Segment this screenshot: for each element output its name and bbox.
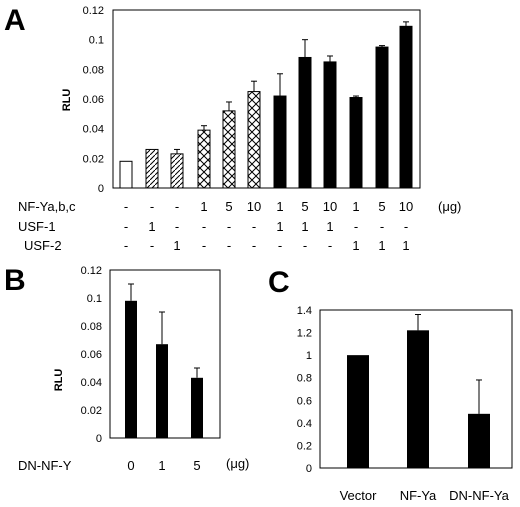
panel-b-bar (191, 377, 203, 438)
panel-a-table-cell: - (150, 238, 154, 253)
panel-a-table-cell: 1 (326, 219, 333, 234)
panel-a-table-cell: - (150, 199, 154, 214)
panel-b-xlabel: DN-NF-Y (18, 458, 72, 473)
panel-a-table-cell: - (227, 219, 231, 234)
panel-a-bar (119, 160, 133, 189)
panel-a-bar (145, 148, 159, 189)
panel-b-bar (125, 300, 137, 438)
panel-c-bar (407, 330, 429, 468)
panel-c-ytick-label: 1.4 (297, 305, 312, 317)
panel-a-table-cell: - (303, 238, 307, 253)
panel-c-category-label: Vector (340, 488, 378, 503)
panel-a-row-label: NF-Ya,b,c (18, 199, 76, 214)
panel-letter-c: C (268, 266, 290, 299)
panel-a-table-cell: 5 (301, 199, 308, 214)
panel-a-ytick-label: 0.06 (83, 94, 104, 106)
panel-a-table-cell: - (252, 219, 256, 234)
panel-a-table-cell: - (227, 238, 231, 253)
panel-a-ytick-label: 0.12 (83, 5, 104, 17)
panel-a-table-cell: 1 (301, 219, 308, 234)
panel-b-ytick-label: 0 (96, 433, 102, 445)
panel-a-table-cell: 10 (323, 199, 337, 214)
panel-a-bar (197, 129, 211, 189)
panel-a-bar (298, 56, 312, 189)
panel-a-table-cell: - (202, 238, 206, 253)
panel-c-category-label: NF-Ya (400, 488, 437, 503)
panel-a-table-cell: 1 (352, 238, 359, 253)
panel-a-table-cell: - (124, 219, 128, 234)
panel-a-ytick-label: 0.1 (89, 35, 104, 47)
panel-b-ytick-label: 0.12 (81, 265, 102, 277)
panel-b-category-label: 1 (158, 458, 165, 473)
panel-a-ytick-label: 0.02 (83, 153, 104, 165)
panel-a-ylabel: RLU (61, 89, 73, 112)
panel-c-bar (347, 355, 369, 468)
panel-a-table-cell: - (252, 238, 256, 253)
panel-a-table-cell: 1 (148, 219, 155, 234)
panel-a-table-cell: 5 (378, 199, 385, 214)
panel-a-frame (112, 9, 421, 189)
panel-a-table-cell: - (354, 219, 358, 234)
panel-c-ytick-label: 0.6 (297, 395, 312, 407)
panel-a-unit: (μg) (438, 199, 461, 214)
panel-a-table-cell: 1 (200, 199, 207, 214)
panel-a-ytick-label: 0.08 (83, 64, 104, 76)
panel-a-table-cell: 1 (276, 219, 283, 234)
panel-a-bar (273, 95, 287, 189)
panel-a-table-cell: - (404, 219, 408, 234)
panel-a-table-cell: 10 (399, 199, 413, 214)
panel-a-bar (399, 25, 413, 189)
panel-b-category-label: 0 (127, 458, 134, 473)
panel-a-bar (375, 46, 389, 189)
panel-c-ytick-label: 0.4 (297, 418, 312, 430)
panel-a-table-cell: 1 (378, 238, 385, 253)
panel-a-table-cell: - (202, 219, 206, 234)
panel-a-chart: RLU 0 0.02 0.04 0.06 0.08 0.1 0.12 NF-Ya,b,c - -… (18, 5, 461, 253)
panel-a-table-cell: 1 (352, 199, 359, 214)
panel-b-ytick-label: 0.06 (81, 349, 102, 361)
panel-b-chart: RLU 0 0.02 0.04 0.06 0.08 0.1 0.12 DN-NF-Y 0 1 5… (18, 265, 249, 473)
panel-a-table-cell: 1 (402, 238, 409, 253)
panel-a-bar (170, 153, 184, 189)
panel-c-bar (468, 413, 490, 468)
panel-letter-b: B (4, 264, 26, 297)
panel-a-table-cell: 1 (276, 199, 283, 214)
panel-b-ytick-label: 0.02 (81, 405, 102, 417)
panel-c-ytick-label: 0.8 (297, 373, 312, 385)
panel-c-ytick-label: 1.2 (297, 328, 312, 340)
panel-a-table-cell: - (328, 238, 332, 253)
panel-a-table-cell: - (124, 238, 128, 253)
panel-letter-a: A (4, 4, 26, 37)
panel-a-table-cell: 1 (173, 238, 180, 253)
panel-c-ytick-label: 1 (306, 350, 312, 362)
panel-b-ytick-label: 0.08 (81, 321, 102, 333)
panel-a-bar (349, 97, 363, 189)
panel-c-chart: 0 0.2 0.4 0.6 0.8 1 1.2 1.4 Vector NF-Ya DN-NF-Ya (297, 305, 513, 503)
panel-c-ytick-label: 0.2 (297, 440, 312, 452)
panel-b-ylabel: RLU (53, 369, 65, 392)
panel-a-ytick-label: 0 (98, 183, 104, 195)
panel-a-bar (323, 61, 337, 189)
panel-a-table-cell: - (175, 219, 179, 234)
panel-b-ytick-label: 0.1 (87, 293, 102, 305)
panel-c-category-label: DN-NF-Ya (449, 488, 509, 503)
panel-a-table-cell: - (278, 238, 282, 253)
panel-b-bar (156, 344, 168, 438)
panel-a-row-label: USF-1 (18, 219, 56, 234)
panel-a-ytick-label: 0.04 (83, 124, 104, 136)
panel-b-category-label: 5 (193, 458, 200, 473)
panel-a-row-label: USF-2 (24, 238, 62, 253)
panel-c-ytick-label: 0 (306, 463, 312, 475)
panel-a-table-cell: - (175, 199, 179, 214)
panel-a-bar (247, 91, 261, 189)
panel-b-ytick-label: 0.04 (81, 377, 102, 389)
panel-a-bar (222, 110, 236, 189)
panel-a-table-cell: - (380, 219, 384, 234)
panel-a-table-cell: 10 (247, 199, 261, 214)
panel-a-table-cell: 5 (225, 199, 232, 214)
panel-a-table-cell: - (124, 199, 128, 214)
panel-b-unit: (μg) (226, 456, 249, 471)
